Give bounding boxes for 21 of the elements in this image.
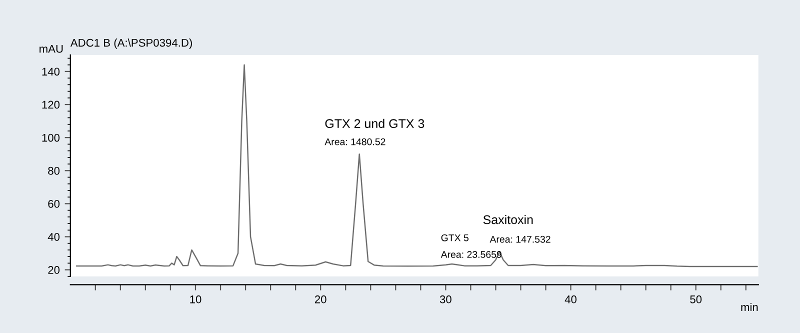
y-tick-label: 140 (42, 68, 60, 76)
x-tick-label: 20 (314, 295, 326, 304)
y-tick-label: 40 (48, 232, 60, 241)
x-tick-label: 50 (690, 295, 702, 304)
x-tick-label: 30 (440, 295, 452, 304)
annotation: Area: 147.532 (490, 236, 550, 243)
annotation: Saxitoxin (483, 214, 533, 224)
annotation: Area: 1480.52 (324, 138, 386, 146)
y-axis-title: mAU (40, 44, 63, 53)
x-tick-label: 40 (564, 295, 577, 304)
x-tick-label: 10 (190, 295, 202, 304)
x-axis-title: min (741, 302, 758, 312)
y-tick-label: 120 (42, 100, 60, 109)
y-tick-label: 60 (48, 200, 60, 208)
annotation: GTX 5 (441, 234, 468, 242)
chart-title: ADC1 B (A:\PSP0394.D) (70, 38, 192, 49)
annotation: GTX 2 und GTX 3 (325, 118, 424, 128)
line-series (76, 64, 758, 268)
y-tick-label: 100 (42, 134, 60, 142)
y-tick-label: 80 (48, 166, 60, 175)
y-tick-label: 20 (48, 266, 60, 274)
